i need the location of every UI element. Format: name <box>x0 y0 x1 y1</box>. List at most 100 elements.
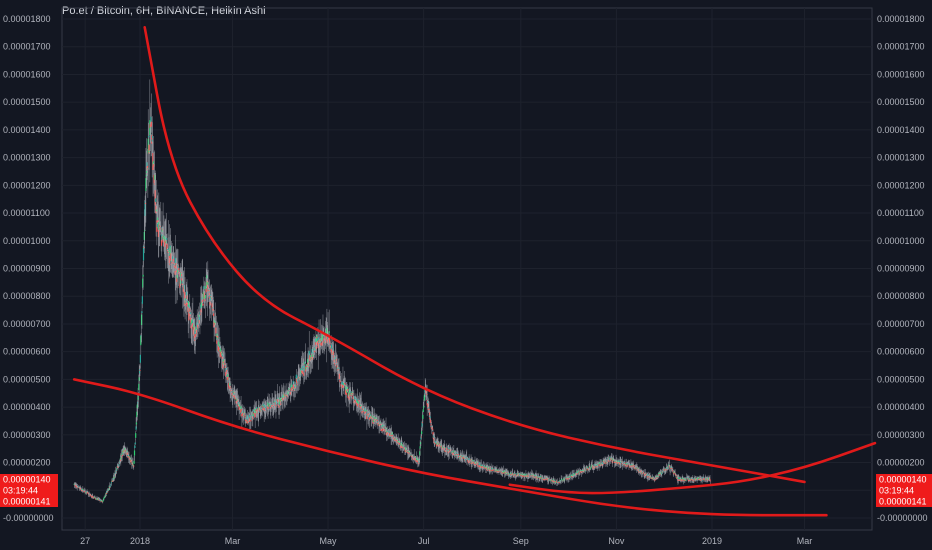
candle-body <box>276 399 278 401</box>
candle-body <box>570 475 572 477</box>
candle-body <box>441 446 443 448</box>
candle-body <box>582 470 584 472</box>
candle-body <box>621 463 623 465</box>
candle-body <box>458 457 460 459</box>
y-tick-label: 0.00000300 <box>877 430 925 440</box>
candle-body <box>621 461 623 463</box>
candle-body <box>262 406 265 409</box>
candle-body <box>320 335 322 341</box>
candle-body <box>146 165 149 170</box>
candle-body <box>475 463 477 465</box>
candle-body <box>624 462 626 463</box>
candle-body <box>531 475 533 476</box>
candle-body <box>564 477 567 479</box>
candle-body <box>178 271 180 274</box>
candle-body <box>497 471 499 473</box>
candle-body <box>674 472 676 474</box>
candle-body <box>202 292 205 299</box>
candle-body <box>460 457 462 459</box>
candle-body <box>353 399 355 400</box>
candle-body <box>706 478 708 479</box>
candle-body <box>653 478 655 479</box>
candle-body <box>669 467 671 469</box>
candle-body <box>294 386 296 388</box>
candle-body <box>486 467 488 470</box>
candle-body <box>616 462 618 464</box>
candle-body <box>258 407 260 409</box>
candle-body <box>223 361 225 363</box>
candle-body <box>203 286 205 290</box>
candle-body <box>207 289 210 291</box>
candle-body <box>361 408 363 410</box>
candle-body <box>390 434 392 437</box>
candle-body <box>537 476 540 477</box>
y-tick-label: 0.00001700 <box>3 42 51 52</box>
candle-body <box>346 387 348 389</box>
candle-body <box>428 407 430 409</box>
candle-body <box>580 471 582 473</box>
candle-body <box>206 275 208 279</box>
candle-body <box>110 483 112 485</box>
candle-body <box>455 452 458 454</box>
candle-body <box>478 465 480 467</box>
candle-body <box>680 479 683 481</box>
candle-body <box>682 478 684 481</box>
candle-body <box>553 480 555 482</box>
candle-body <box>385 429 387 431</box>
candle-body <box>282 397 284 401</box>
candle-body <box>518 475 520 476</box>
candle-body <box>517 473 520 475</box>
candle-body <box>161 229 163 232</box>
candle-body <box>464 459 467 461</box>
candle-body <box>392 434 394 436</box>
y-tick-label: 0.00001100 <box>877 208 924 218</box>
candle-body <box>702 477 704 479</box>
candle-body <box>316 335 318 343</box>
candle-body <box>303 372 305 376</box>
candle-body <box>339 381 342 383</box>
candle-body <box>649 475 651 477</box>
candle-body <box>187 301 190 307</box>
candle-body <box>407 451 409 453</box>
candle-body <box>178 268 180 271</box>
candle-body <box>330 344 333 349</box>
candle-body <box>507 473 509 474</box>
candle-body <box>688 477 690 480</box>
candle-body <box>241 414 243 417</box>
badge-left-last-text: 0.00000140 <box>3 475 51 485</box>
candle-body <box>602 460 604 462</box>
candle-body <box>371 416 373 417</box>
candle-body <box>134 442 136 445</box>
candle-body <box>335 356 337 358</box>
candle-body <box>618 463 620 464</box>
candle-body <box>145 174 147 177</box>
candle-body <box>437 442 439 444</box>
candle-body <box>287 391 289 395</box>
candle-body <box>379 422 382 424</box>
candle-body <box>228 387 230 389</box>
candle-body <box>105 495 107 496</box>
candle-body <box>361 411 363 414</box>
candle-body <box>213 321 215 328</box>
candle-body <box>172 256 174 260</box>
candle-body <box>100 500 102 501</box>
candle-body <box>349 389 351 395</box>
candle-body <box>451 452 453 453</box>
candle-body <box>595 465 598 468</box>
candle-body <box>615 461 617 463</box>
candle-body <box>198 319 200 324</box>
candle-body <box>439 446 441 447</box>
candle-body <box>482 466 484 467</box>
candle-body <box>477 464 479 466</box>
y-tick-label: 0.00001800 <box>3 14 51 24</box>
trendline-2 <box>72 378 828 517</box>
candle-body <box>404 451 406 452</box>
candle-body <box>602 461 605 463</box>
candle-body <box>674 473 676 475</box>
candle-body <box>124 448 126 450</box>
candle-body <box>122 450 125 451</box>
candle-body <box>620 462 622 464</box>
candle-body <box>365 410 367 412</box>
candle-body <box>309 355 311 360</box>
